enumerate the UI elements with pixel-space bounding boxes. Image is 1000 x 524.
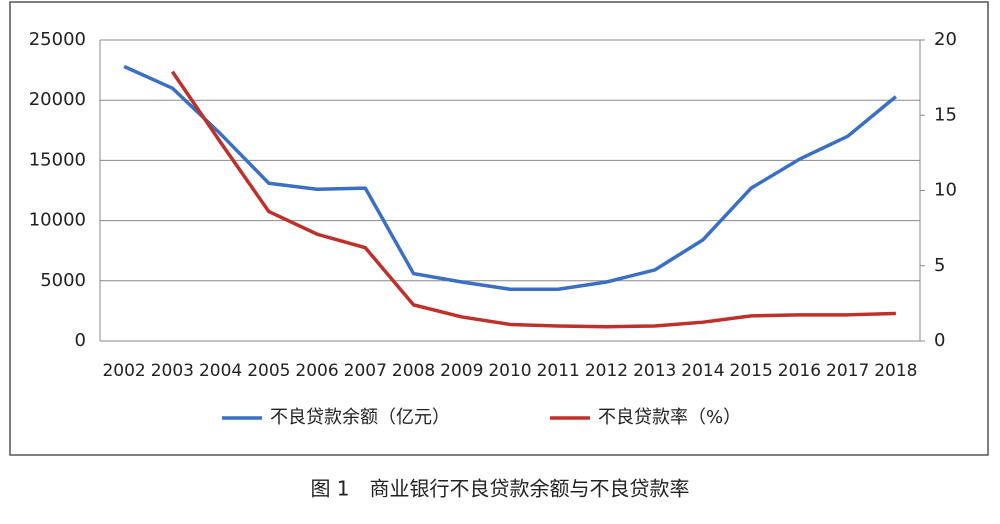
chart-frame [9, 1, 989, 456]
y-tick-label: 10000 [29, 210, 86, 231]
chart-caption: 图 1 商业银行不良贷款余额与不良贷款率 [310, 477, 689, 501]
series-line [123, 64, 897, 291]
y-tick-label: 15000 [29, 149, 86, 170]
x-tick-label: 2006 [295, 361, 338, 381]
y-tick-label: 5000 [40, 270, 86, 291]
x-tick-label: 2014 [681, 361, 724, 381]
x-tick-label: 2007 [344, 361, 387, 381]
y-tick-label: 25000 [29, 29, 86, 50]
x-tick-label: 2009 [440, 361, 483, 381]
x-tick-label: 2002 [102, 361, 145, 381]
x-tick-label: 2003 [151, 361, 194, 381]
y2-tick-label: 20 [934, 29, 957, 50]
legend-label: 不良贷款余额（亿元） [270, 407, 450, 428]
x-tick-label: 2017 [826, 361, 869, 381]
y-tick-label: 0 [75, 330, 86, 351]
x-tick-label: 2018 [874, 361, 917, 381]
series-line [170, 70, 896, 329]
x-tick-label: 2013 [633, 361, 676, 381]
y2-tick-label: 5 [934, 255, 945, 276]
x-tick-label: 2005 [247, 361, 290, 381]
x-tick-label: 2015 [730, 361, 773, 381]
y2-tick-label: 0 [934, 330, 945, 351]
x-tick-label: 2008 [392, 361, 435, 381]
y-tick-label: 20000 [29, 89, 86, 110]
legend-label: 不良贷款率（%） [598, 407, 741, 428]
x-tick-label: 2012 [585, 361, 628, 381]
x-tick-label: 2016 [778, 361, 821, 381]
x-tick-label: 2004 [199, 361, 242, 381]
x-tick-label: 2011 [537, 361, 580, 381]
x-tick-label: 2010 [488, 361, 531, 381]
y2-tick-label: 15 [934, 104, 957, 125]
y2-tick-label: 10 [934, 180, 957, 201]
